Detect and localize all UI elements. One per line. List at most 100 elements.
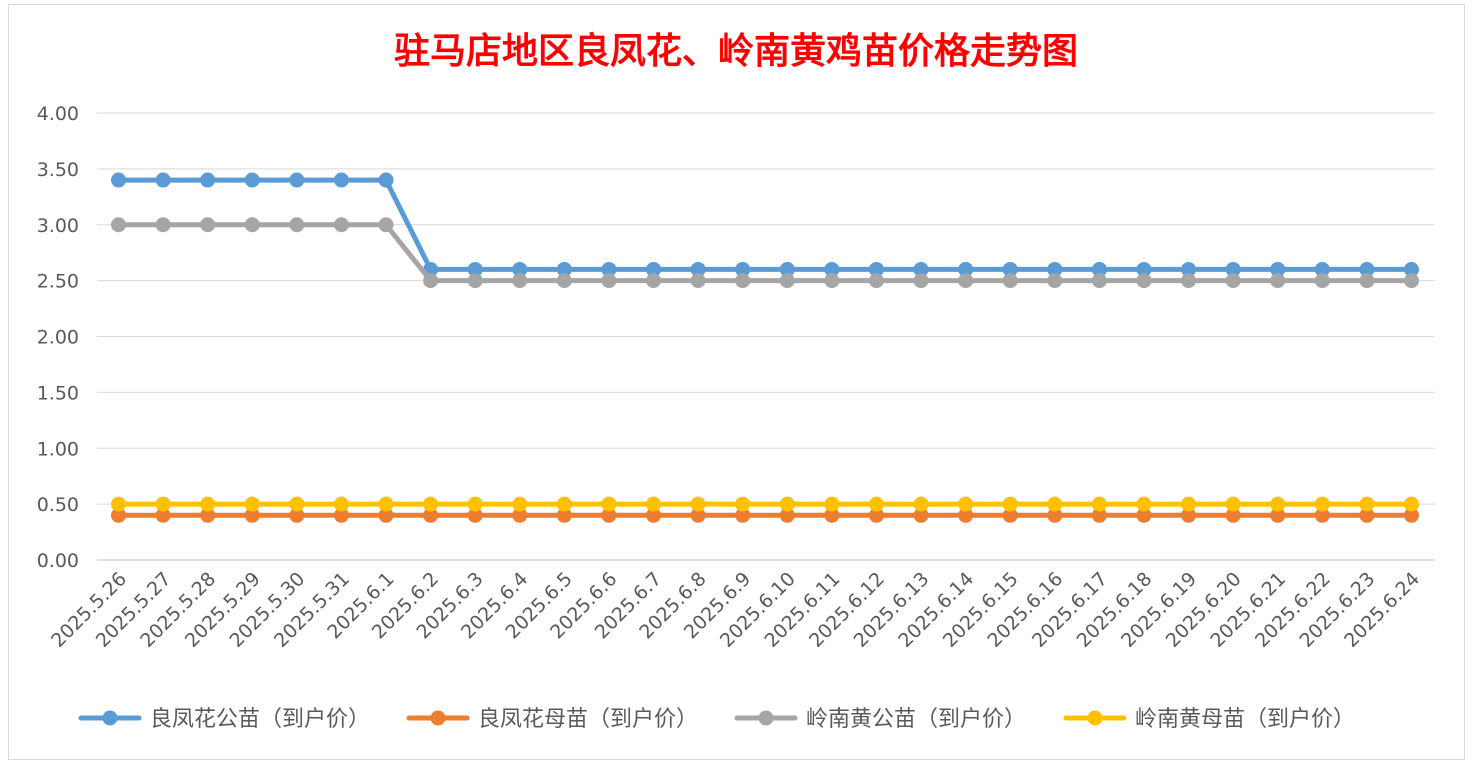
data-point — [958, 496, 974, 512]
data-point — [556, 273, 572, 289]
legend-label: 岭南黄公苗（到户价） — [806, 707, 1026, 732]
legend-item: 良凤花母苗（到户价） — [406, 707, 698, 732]
data-point — [512, 496, 528, 512]
data-point — [1091, 261, 1107, 277]
data-point — [1002, 273, 1018, 289]
data-point — [1136, 273, 1152, 289]
data-point — [958, 261, 974, 277]
data-point — [1225, 496, 1241, 512]
data-point — [824, 273, 840, 289]
legend-label: 良凤花母苗（到户价） — [478, 707, 698, 732]
data-point — [512, 261, 528, 277]
data-point — [1136, 507, 1152, 523]
data-point — [333, 496, 349, 512]
data-point — [556, 496, 572, 512]
data-point — [868, 507, 884, 523]
data-point — [913, 507, 929, 523]
series-group — [111, 172, 1419, 277]
data-point — [378, 217, 394, 233]
y-tick-label: 1.50 — [37, 382, 79, 404]
y-tick-label: 0.00 — [37, 550, 79, 572]
data-point — [333, 217, 349, 233]
data-point — [1225, 507, 1241, 523]
data-point — [735, 496, 751, 512]
data-point — [779, 273, 795, 289]
data-point — [1270, 261, 1286, 277]
data-point — [1359, 261, 1375, 277]
data-point — [735, 261, 751, 277]
data-point — [868, 261, 884, 277]
data-point — [1225, 273, 1241, 289]
data-point — [824, 496, 840, 512]
data-point — [646, 496, 662, 512]
data-point — [1359, 507, 1375, 523]
data-point — [913, 496, 929, 512]
legend-item: 岭南黄公苗（到户价） — [734, 707, 1026, 732]
data-point — [735, 273, 751, 289]
data-point — [913, 261, 929, 277]
y-tick-label: 3.50 — [37, 159, 79, 181]
data-point — [1270, 507, 1286, 523]
data-point — [868, 273, 884, 289]
data-point — [958, 273, 974, 289]
data-point — [333, 507, 349, 523]
chart-title: 驻马店地区良凤花、岭南黄鸡苗价格走势图 — [394, 30, 1078, 72]
data-point — [1314, 261, 1330, 277]
data-point — [467, 507, 483, 523]
series-group — [111, 507, 1419, 523]
data-point — [111, 507, 126, 523]
y-tick-label: 0.50 — [37, 494, 79, 516]
data-point — [735, 507, 751, 523]
data-point — [333, 172, 349, 188]
data-point — [690, 507, 706, 523]
data-point — [1314, 507, 1330, 523]
data-point — [646, 273, 662, 289]
data-point — [1002, 507, 1018, 523]
data-point — [200, 507, 216, 523]
data-point — [824, 507, 840, 523]
data-point — [1314, 273, 1330, 289]
series-group — [111, 496, 1419, 512]
data-point — [1404, 273, 1419, 289]
data-point — [512, 273, 528, 289]
data-point — [556, 507, 572, 523]
data-point — [289, 217, 305, 233]
data-point — [111, 496, 126, 512]
y-tick-label: 4.00 — [37, 103, 79, 125]
data-point — [244, 507, 260, 523]
y-tick-label: 2.00 — [37, 327, 79, 349]
data-point — [1136, 496, 1152, 512]
data-point — [1404, 507, 1419, 523]
y-axis-tick-labels: 0.00 0.50 1.00 1.50 2.00 2.50 3.00 3.50 4.00 — [37, 103, 79, 572]
data-point — [1047, 273, 1063, 289]
data-point — [1047, 261, 1063, 277]
data-point — [779, 496, 795, 512]
legend: 良凤花公苗（到户价） 良凤花母苗（到户价） 岭南黄公苗（到户价） 岭南黄母苗（到户价） — [78, 707, 1355, 732]
data-point — [1091, 507, 1107, 523]
data-point — [244, 496, 260, 512]
series-lines — [111, 172, 1419, 523]
data-point — [824, 261, 840, 277]
data-point — [601, 273, 617, 289]
data-point — [1314, 496, 1330, 512]
y-tick-label: 1.00 — [37, 438, 79, 460]
data-point — [1091, 496, 1107, 512]
data-point — [690, 273, 706, 289]
data-point — [1181, 261, 1197, 277]
data-point — [1225, 261, 1241, 277]
data-point — [868, 496, 884, 512]
data-point — [111, 217, 126, 233]
data-point — [1359, 496, 1375, 512]
data-point — [512, 507, 528, 523]
data-point — [1136, 261, 1152, 277]
legend-swatch-marker — [430, 710, 446, 726]
data-point — [646, 261, 662, 277]
data-point — [1270, 496, 1286, 512]
data-point — [423, 507, 439, 523]
data-point — [1181, 273, 1197, 289]
data-point — [111, 172, 126, 188]
data-point — [601, 507, 617, 523]
data-point — [779, 507, 795, 523]
data-point — [289, 172, 305, 188]
